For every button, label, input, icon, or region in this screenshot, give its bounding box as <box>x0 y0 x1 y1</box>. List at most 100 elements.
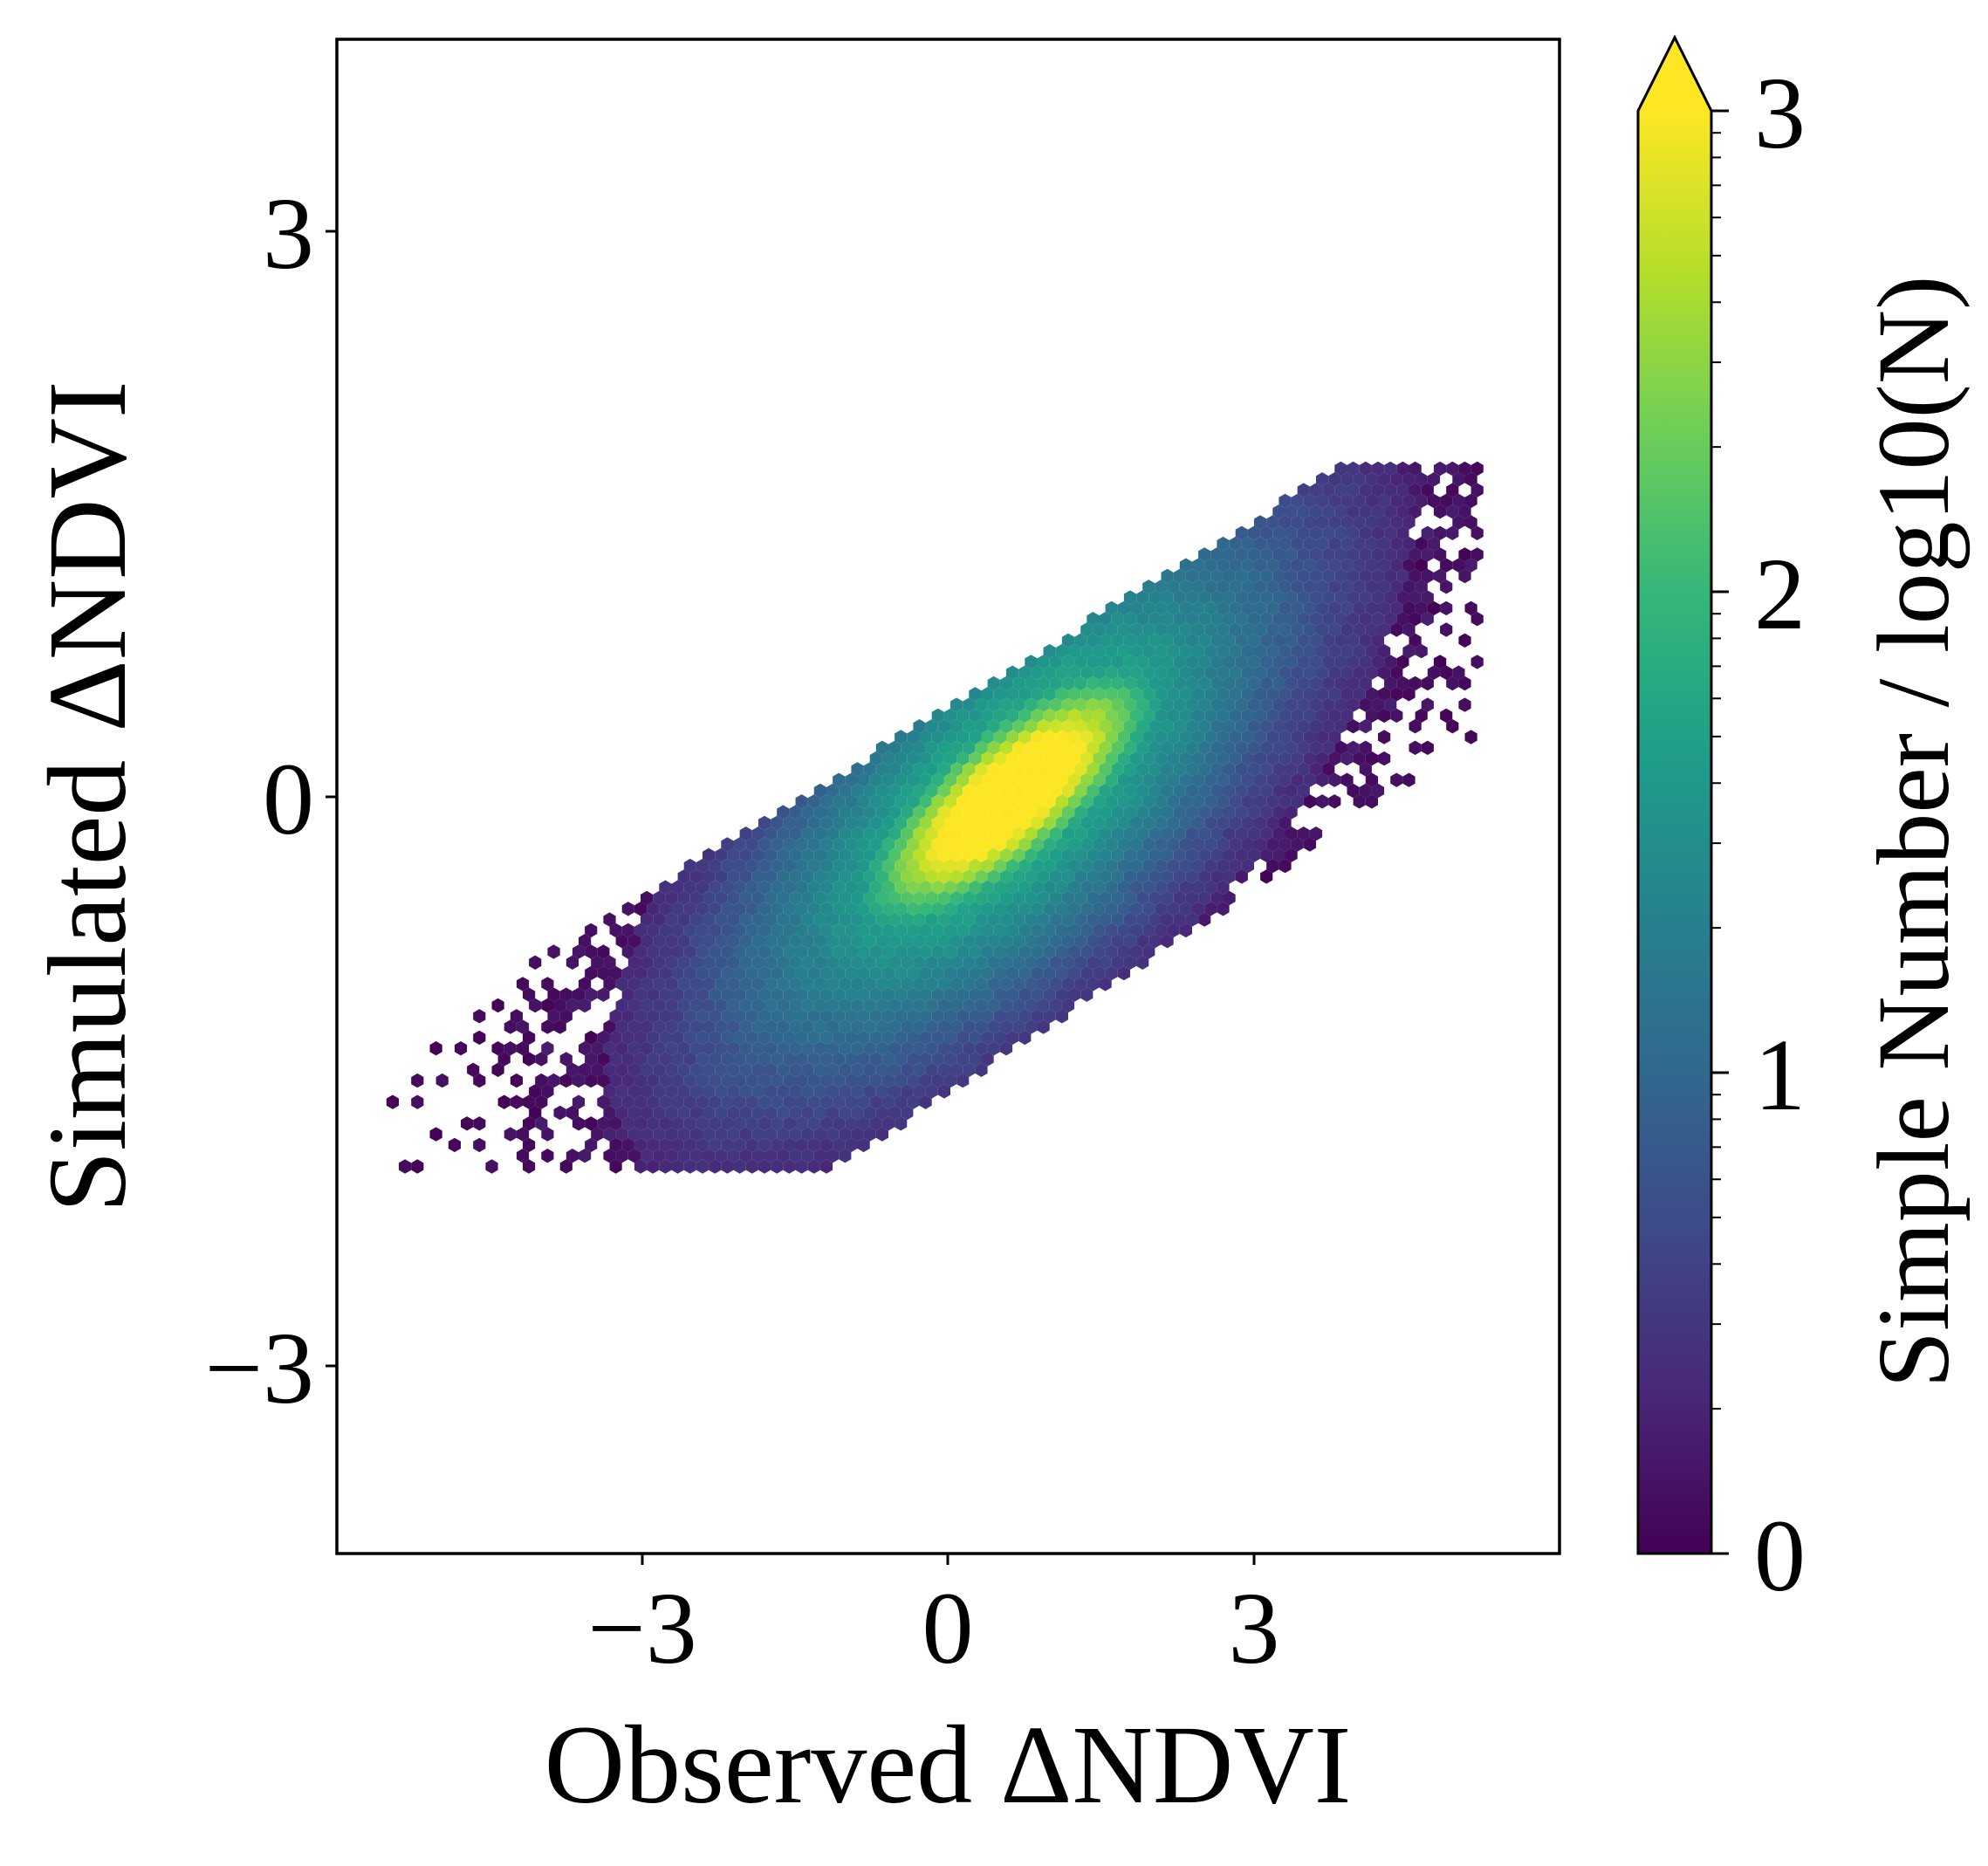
hexbin-cell <box>1142 687 1155 702</box>
hexbin-cell <box>863 1019 876 1034</box>
hexbin-cell <box>993 1009 1006 1024</box>
hexbin-cell <box>1433 655 1447 669</box>
hexbin-cell <box>683 1094 696 1109</box>
hexbin-cell <box>777 998 790 1013</box>
hexbin-cell <box>1384 676 1397 691</box>
hexbin-cell <box>907 794 920 809</box>
hexbin-cell <box>1409 633 1422 648</box>
hexbin-cell <box>1316 622 1329 637</box>
hexbin-cell <box>1409 590 1422 605</box>
hexbin-cell <box>888 1019 901 1034</box>
hexbin-cell <box>1390 493 1403 509</box>
hexbin-cell <box>813 955 826 970</box>
hexbin-cell <box>1037 934 1050 949</box>
hexbin-cell <box>1055 794 1068 809</box>
hexbin-cell <box>1155 837 1168 852</box>
hexbin-cell <box>1204 622 1217 637</box>
hexbin-cell <box>665 977 678 991</box>
hexbin-cell <box>1210 719 1224 734</box>
hexbin-cell <box>919 794 932 809</box>
hexbin-cell <box>585 965 598 981</box>
hexbin-cell <box>795 858 808 874</box>
hexbin-cell <box>1458 676 1471 691</box>
hexbin-cell <box>1303 665 1316 680</box>
hexbin-cell <box>1278 536 1292 552</box>
hexbin-cell <box>881 794 895 809</box>
hexbin-cell <box>1427 665 1441 680</box>
hexbin-cell <box>764 1041 778 1056</box>
hexbin-cell <box>875 955 888 970</box>
hexbin-cell <box>1130 622 1143 637</box>
hexbin-cell <box>1254 622 1267 637</box>
hexbin-cell <box>1204 794 1217 809</box>
hexbin-cell <box>621 1137 634 1153</box>
hexbin-cell <box>1105 665 1118 680</box>
hexbin-cell <box>689 912 703 927</box>
hexbin-cell <box>715 977 728 991</box>
hexbin-cell <box>925 1019 938 1034</box>
hexbin-cell <box>1303 558 1316 573</box>
hexbin-cell <box>497 1094 511 1109</box>
hexbin-cell <box>709 880 722 895</box>
hexbin-cell <box>925 869 938 884</box>
hexbin-cell <box>1179 923 1192 938</box>
hexbin-cell <box>1049 955 1062 970</box>
hexbin-cell <box>677 1084 690 1099</box>
hexbin-cell <box>615 1084 628 1099</box>
hexbin-cell <box>969 751 982 766</box>
hexbin-cell <box>1309 633 1323 648</box>
hexbin-cell <box>907 772 920 787</box>
hexbin-cell <box>931 1009 944 1024</box>
hexbin-cell <box>715 1105 728 1121</box>
hexbin-cell <box>703 1019 716 1034</box>
hexbin-cell <box>901 1062 914 1077</box>
hexbin-cell <box>969 1030 982 1046</box>
hexbin-cell <box>1198 676 1211 691</box>
hexbin-cell <box>1365 558 1378 573</box>
hexbin-cell <box>1080 730 1093 744</box>
hexbin-cell <box>597 1030 610 1046</box>
hexbin-cell <box>703 1149 716 1163</box>
hexbin-cell <box>1272 719 1285 734</box>
hexbin-cell <box>857 1009 870 1024</box>
hexbin-cell <box>1384 461 1397 477</box>
hexbin-cell <box>585 1137 598 1153</box>
hexbin-cell <box>1210 568 1224 584</box>
hexbin-cell <box>963 1041 976 1056</box>
hexbin-cell <box>1340 772 1354 787</box>
hexbin-cell <box>745 1159 758 1174</box>
hexbin-cell <box>1037 676 1050 691</box>
hexbin-cell <box>1148 869 1162 884</box>
hexbin-cell <box>881 772 895 787</box>
hexbin-cell <box>1235 612 1248 627</box>
hexbin-cell <box>1099 847 1112 862</box>
hexbin-cell <box>1161 934 1174 949</box>
hexbin-cell <box>851 1105 864 1121</box>
hexbin-cell <box>721 1030 734 1046</box>
hexbin-cell <box>1272 547 1285 562</box>
hexbin-cell <box>943 880 957 895</box>
hexbin-cell <box>869 965 882 981</box>
hexbin-cell <box>1099 977 1112 991</box>
hexbin-cell <box>1241 536 1254 552</box>
hexbin-cell <box>1384 547 1397 562</box>
hexbin-cell <box>956 794 970 809</box>
hexbin-cell <box>801 955 814 970</box>
hexbin-cell <box>807 987 820 1002</box>
hexbin-cell <box>895 1073 908 1088</box>
hexbin-cell <box>937 805 950 820</box>
hexbin-cell <box>671 880 684 895</box>
hexbin-cell <box>1173 719 1186 734</box>
hexbin-cell <box>653 1019 666 1034</box>
hexbin-cell <box>1303 772 1316 787</box>
hexbin-cell <box>566 955 579 970</box>
hexbin-cell <box>1285 719 1298 734</box>
hexbin-cell <box>683 1009 696 1024</box>
hexbin-cell <box>1458 547 1471 562</box>
hexbin-cell <box>987 827 1000 841</box>
hexbin-cell <box>819 1137 833 1153</box>
hexbin-cell <box>1025 934 1038 949</box>
hexbin-cell <box>881 751 895 766</box>
hexbin-cell <box>1055 643 1068 659</box>
hexbin-cell <box>1080 987 1093 1002</box>
